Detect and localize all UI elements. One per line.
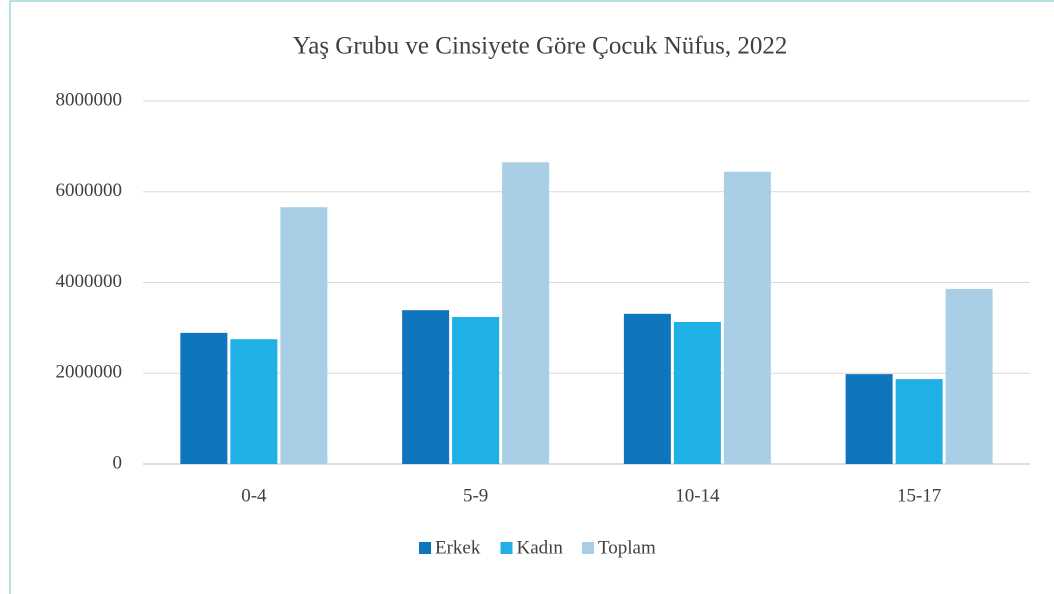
legend-swatch	[419, 542, 431, 554]
bar	[230, 339, 278, 464]
y-tick-label: 4000000	[56, 271, 123, 292]
legend-label: Erkek	[435, 537, 481, 558]
x-tick-label: 0-4	[241, 485, 267, 506]
y-tick-label: 2000000	[56, 362, 123, 383]
y-tick-label: 8000000	[56, 89, 123, 110]
bar	[895, 379, 943, 464]
bar	[845, 374, 893, 464]
legend-swatch	[582, 542, 594, 554]
bar	[945, 288, 993, 464]
x-tick-label: 15-17	[897, 485, 941, 506]
chart-title: Yaş Grubu ve Cinsiyete Göre Çocuk Nüfus,…	[293, 33, 788, 60]
legend-label: Kadın	[517, 537, 564, 558]
legend-label: Toplam	[598, 537, 656, 558]
bar	[280, 207, 328, 465]
bar	[623, 313, 671, 464]
bar	[502, 162, 550, 464]
x-tick-label: 10-14	[675, 485, 720, 506]
bar	[180, 332, 228, 464]
bar	[452, 316, 500, 464]
bar	[723, 171, 771, 464]
legend-swatch	[500, 542, 513, 554]
bar	[402, 310, 450, 464]
y-tick-label: 6000000	[56, 180, 123, 201]
x-tick-label: 5-9	[463, 485, 488, 506]
y-tick-label: 0	[113, 452, 123, 473]
bar	[673, 321, 721, 464]
